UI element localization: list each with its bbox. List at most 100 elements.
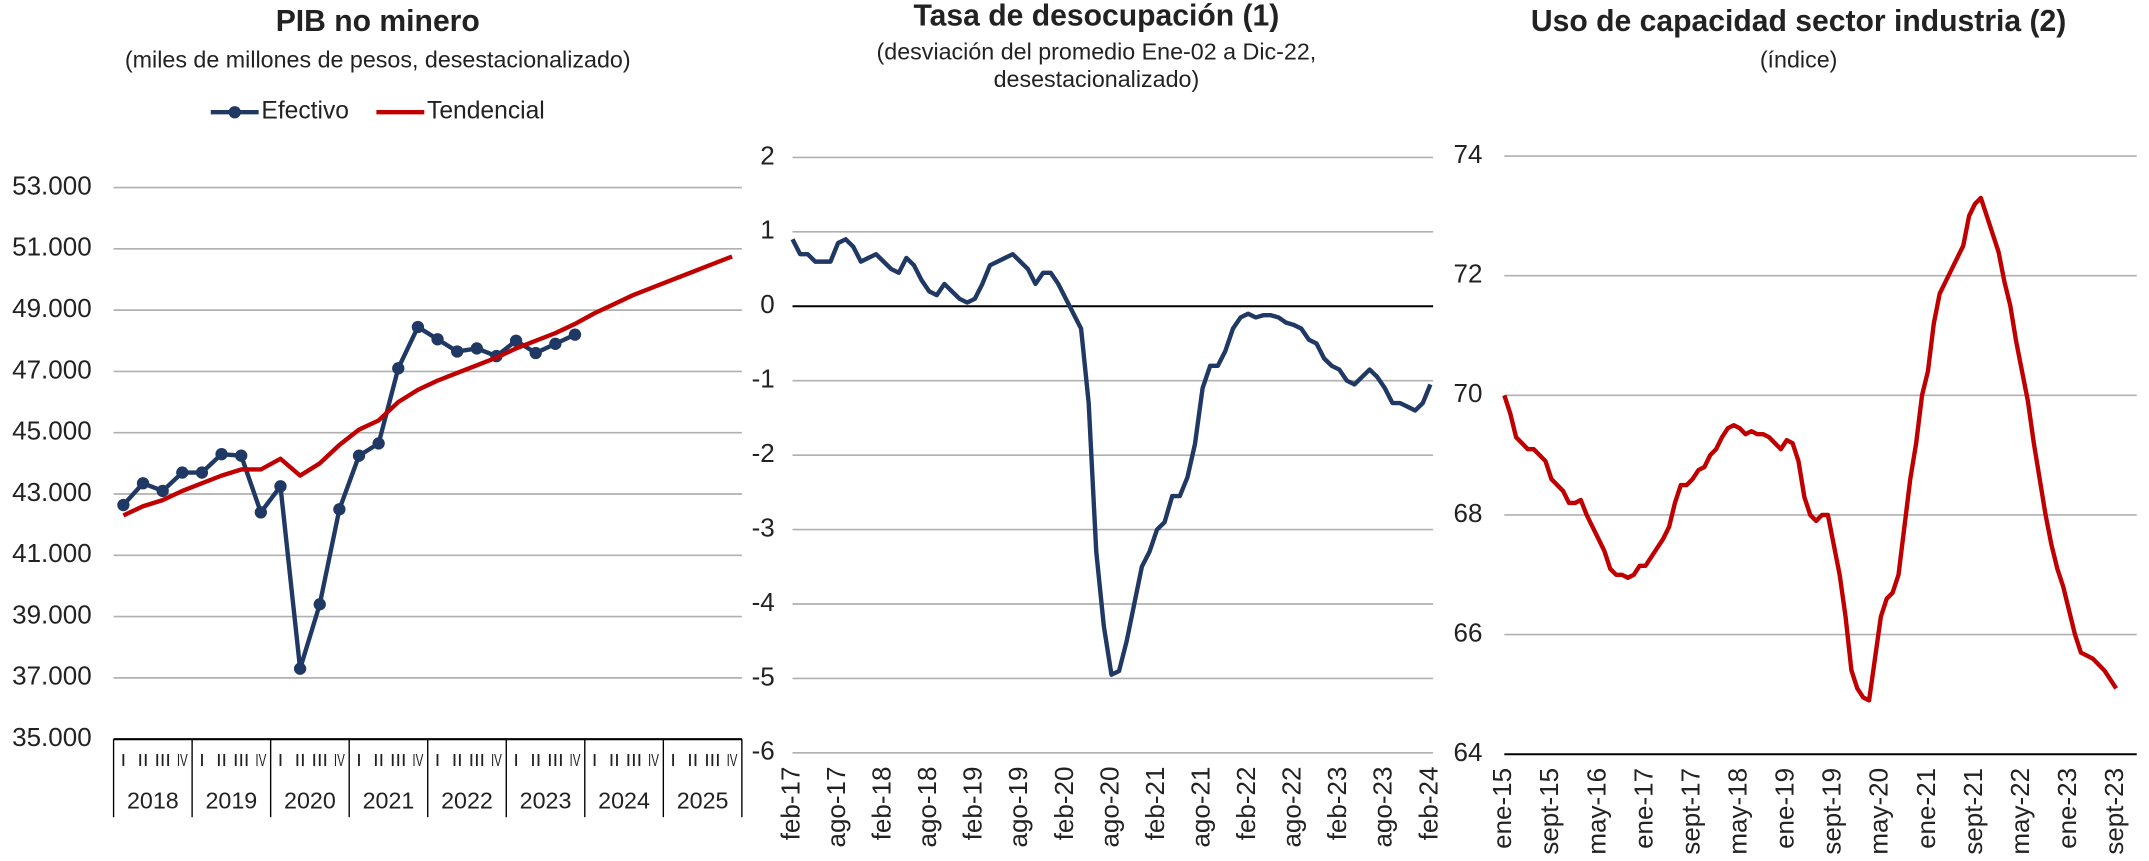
x-tick-label: III: [469, 750, 485, 770]
x-tick-label: sept-19: [1817, 768, 1847, 855]
x-tick-label: ago-17: [821, 767, 851, 848]
x-group-label: 2021: [363, 787, 415, 813]
series-marker: [509, 334, 523, 347]
x-tick-label: III: [154, 750, 170, 770]
x-tick-label: I: [356, 750, 361, 770]
y-tick-label: 70: [1453, 378, 1482, 408]
x-tick-label: feb-24: [1413, 767, 1443, 841]
x-tick-label: ago-20: [1094, 767, 1124, 848]
y-tick-label: -6: [752, 736, 775, 766]
x-tick-label: IV: [412, 750, 423, 770]
chart-subtitle: desestacionalizado): [994, 66, 1200, 92]
y-tick-label: 35.000: [12, 722, 92, 752]
series-marker: [470, 342, 483, 355]
series-marker: [392, 362, 405, 375]
x-tick-label: I: [121, 750, 126, 770]
series-marker: [352, 449, 366, 462]
x-tick-label: feb-19: [958, 767, 988, 841]
series-marker: [529, 346, 542, 360]
chart-title: PIB no minero: [276, 5, 480, 38]
series-marker: [431, 333, 444, 346]
x-tick-label: sept-15: [1534, 768, 1564, 855]
x-tick-label: I: [199, 750, 204, 770]
x-tick-label: IV: [177, 750, 188, 770]
series-marker: [235, 449, 248, 462]
y-tick-label: 64: [1453, 737, 1482, 767]
x-group-label: 2018: [127, 787, 179, 813]
x-tick-label: ene-21: [1911, 768, 1941, 849]
y-tick-label: 37.000: [12, 661, 92, 691]
series-marker: [372, 437, 385, 450]
y-tick-label: 2: [760, 140, 774, 170]
y-tick-label: 53.000: [12, 170, 92, 200]
series-marker: [136, 477, 150, 490]
x-tick-label: may-20: [1864, 768, 1894, 855]
x-tick-label: II: [138, 750, 149, 770]
chart-subtitle: (índice): [1760, 47, 1838, 73]
x-tick-label: sept-17: [1675, 768, 1705, 855]
y-tick-label: 72: [1453, 259, 1482, 289]
x-tick-label: ago-21: [1185, 767, 1215, 848]
series-marker: [274, 480, 287, 493]
y-tick-label: 45.000: [12, 416, 92, 446]
series-marker: [568, 328, 582, 341]
x-group-label: 2023: [520, 787, 572, 813]
series-line: [790, 237, 1433, 677]
x-tick-label: IV: [648, 750, 659, 770]
x-tick-label: ago-18: [912, 767, 942, 848]
x-tick-label: III: [390, 750, 406, 770]
x-tick-label: IV: [570, 750, 581, 770]
series-marker: [254, 506, 267, 519]
x-tick-label: may-18: [1723, 768, 1753, 855]
y-tick-label: -4: [752, 587, 775, 617]
series-marker: [293, 662, 307, 675]
series-marker: [451, 345, 464, 358]
x-tick-label: II: [295, 750, 306, 770]
x-group-label: 2024: [598, 787, 650, 813]
x-tick-label: ene-19: [1770, 768, 1800, 849]
y-tick-label: 1: [760, 215, 774, 245]
y-tick-label: -1: [752, 364, 775, 394]
x-tick-label: I: [278, 750, 283, 770]
series-line: [121, 324, 576, 671]
x-tick-label: III: [626, 750, 642, 770]
x-tick-label: ene-17: [1628, 768, 1658, 849]
x-tick-label: may-22: [2005, 768, 2035, 855]
y-tick-label: 0: [760, 289, 774, 319]
y-tick-label: 68: [1453, 498, 1482, 528]
x-tick-label: sept-23: [2099, 768, 2129, 855]
series-marker: [117, 498, 130, 512]
x-tick-label: feb-22: [1231, 767, 1261, 841]
x-tick-label: feb-21: [1140, 767, 1170, 841]
y-tick-label: 43.000: [12, 477, 92, 507]
series-marker: [156, 484, 169, 498]
x-tick-label: III: [547, 750, 563, 770]
x-tick-label: III: [312, 750, 328, 770]
x-tick-label: feb-23: [1322, 767, 1352, 841]
x-tick-label: may-16: [1581, 768, 1611, 855]
x-tick-label: ago-19: [1003, 767, 1033, 848]
x-tick-label: IV: [727, 750, 738, 770]
y-tick-label: 74: [1453, 139, 1482, 169]
x-tick-label: I: [435, 750, 440, 770]
x-tick-label: I: [513, 750, 518, 770]
series-marker: [176, 466, 189, 479]
x-tick-label: II: [373, 750, 384, 770]
series-line: [122, 254, 733, 518]
x-tick-label: IV: [334, 750, 345, 770]
chart-subtitle: (desviación del promedio Ene-02 a Dic-22…: [877, 39, 1317, 65]
chart-subtitle: (miles de millones de pesos, desestacion…: [125, 47, 631, 73]
x-tick-label: I: [592, 750, 597, 770]
x-tick-label: II: [216, 750, 227, 770]
series-marker: [411, 320, 425, 334]
x-tick-label: II: [452, 750, 463, 770]
chart-title: Tasa de desocupación (1): [913, 0, 1279, 33]
x-tick-label: ene-23: [2052, 768, 2082, 849]
y-tick-label: 39.000: [12, 599, 92, 629]
legend-label: Efectivo: [261, 98, 349, 125]
x-tick-label: ene-15: [1487, 768, 1517, 849]
series-line: [1502, 195, 2119, 703]
legend-marker: [228, 106, 241, 119]
